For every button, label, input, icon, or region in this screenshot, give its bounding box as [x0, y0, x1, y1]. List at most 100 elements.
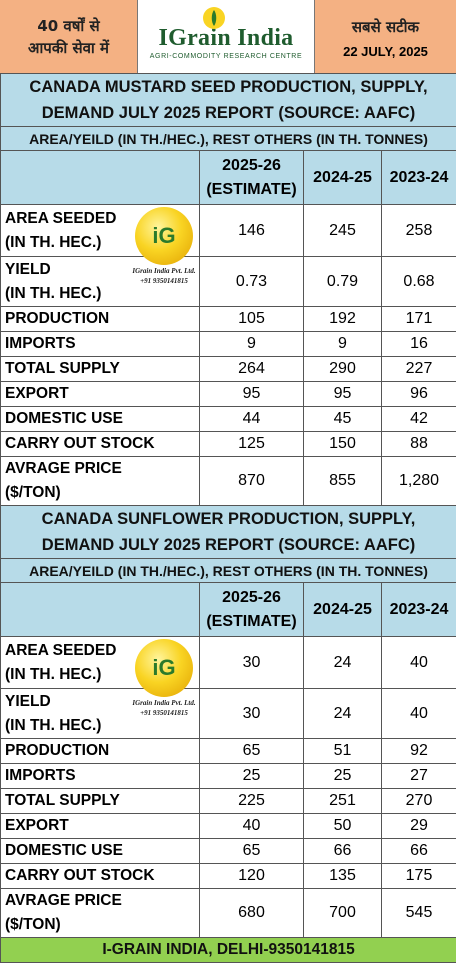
row-label-line: (IN TH. HEC.) [5, 231, 199, 255]
row-label: YIELD(IN TH. HEC.) [1, 257, 200, 307]
brand-logo: IGrain India AGRI-COMMODITY RESEARCH CEN… [138, 0, 314, 74]
column-header-2: 2023-24 [382, 583, 456, 637]
cell-value-2: 42 [382, 407, 456, 432]
row-label: CARRY OUT STOCK [1, 432, 200, 457]
cell-value-0: 25 [200, 764, 304, 789]
cell-value-0: 30 [200, 689, 304, 739]
cell-value-1: 95 [304, 382, 382, 407]
cell-value-1: 135 [304, 864, 382, 889]
row-label: EXPORT [1, 382, 200, 407]
row-label-line: EXPORT [5, 814, 199, 838]
grain-logo-icon [202, 6, 226, 30]
column-header-line: 2025-26 [200, 154, 303, 178]
cell-value-0: 65 [200, 739, 304, 764]
table-title: CANADA SUNFLOWER PRODUCTION, SUPPLY,DEMA… [1, 506, 456, 559]
cell-value-2: 27 [382, 764, 456, 789]
cell-value-0: 264 [200, 357, 304, 382]
cell-value-2: 258 [382, 205, 456, 257]
row-label: YIELD(IN TH. HEC.) [1, 689, 200, 739]
row-label-line: IMPORTS [5, 764, 199, 788]
row-label-line: AVRAGE PRICE [5, 889, 199, 913]
cell-value-0: 65 [200, 839, 304, 864]
column-header-2: 2023-24 [382, 151, 456, 205]
row-label-line: TOTAL SUPPLY [5, 789, 199, 813]
cell-value-2: 0.68 [382, 257, 456, 307]
cell-value-2: 227 [382, 357, 456, 382]
row-label: DOMESTIC USE [1, 407, 200, 432]
row-label-line: AREA SEEDED [5, 207, 199, 231]
cell-value-1: 245 [304, 205, 382, 257]
slogan-line-1: 40 वर्षों से [37, 15, 99, 37]
column-header-blank [1, 583, 200, 637]
row-label-line: CARRY OUT STOCK [5, 432, 199, 456]
cell-value-2: 171 [382, 307, 456, 332]
row-label: DOMESTIC USE [1, 839, 200, 864]
footer-row: I-GRAIN INDIA, DELHI-9350141815 [1, 938, 456, 963]
column-header-line: 2024-25 [304, 598, 381, 622]
cell-value-1: 192 [304, 307, 382, 332]
header-left-slogan: 40 वर्षों से आपकी सेवा में [0, 0, 138, 74]
row-label-line: ($/TON) [5, 481, 199, 505]
row-label-line: AREA SEEDED [5, 639, 199, 663]
cell-value-1: 290 [304, 357, 382, 382]
row-label-line: PRODUCTION [5, 307, 199, 331]
column-header-1: 2024-25 [304, 151, 382, 205]
row-label: PRODUCTION [1, 307, 200, 332]
footer-contact: I-GRAIN INDIA, DELHI-9350141815 [1, 938, 456, 963]
cell-value-0: 95 [200, 382, 304, 407]
cell-value-2: 545 [382, 889, 456, 938]
cell-value-1: 66 [304, 839, 382, 864]
row-label-line: (IN TH. HEC.) [5, 663, 199, 687]
cell-value-1: 51 [304, 739, 382, 764]
title-row: CANADA MUSTARD SEED PRODUCTION, SUPPLY,D… [1, 74, 456, 127]
row-label-line: IMPORTS [5, 332, 199, 356]
column-header-blank [1, 151, 200, 205]
title-line-1: CANADA SUNFLOWER PRODUCTION, SUPPLY, [1, 506, 456, 532]
row-label: AVRAGE PRICE($/TON) [1, 457, 200, 506]
sunflower-table: CANADA SUNFLOWER PRODUCTION, SUPPLY,DEMA… [0, 505, 456, 963]
column-header-line: 2025-26 [200, 586, 303, 610]
cell-value-1: 24 [304, 689, 382, 739]
row-label: TOTAL SUPPLY [1, 789, 200, 814]
cell-value-2: 40 [382, 689, 456, 739]
title-row: CANADA SUNFLOWER PRODUCTION, SUPPLY,DEMA… [1, 506, 456, 559]
title-line-2: DEMAND JULY 2025 REPORT (SOURCE: AAFC) [1, 532, 456, 558]
brand-tagline: AGRI-COMMODITY RESEARCH CENTRE [150, 53, 302, 60]
title-line-1: CANADA MUSTARD SEED PRODUCTION, SUPPLY, [1, 74, 456, 100]
cell-value-2: 175 [382, 864, 456, 889]
header-right: सबसे सटीक 22 JULY, 2025 [314, 0, 456, 74]
report-page: 40 वर्षों से आपकी सेवा में IGrain India … [0, 0, 456, 941]
row-label-line: PRODUCTION [5, 739, 199, 763]
row-label-line: DOMESTIC USE [5, 407, 199, 431]
column-header-1: 2024-25 [304, 583, 382, 637]
row-label: CARRY OUT STOCK [1, 864, 200, 889]
row-label: EXPORT [1, 814, 200, 839]
cell-value-0: 225 [200, 789, 304, 814]
cell-value-1: 855 [304, 457, 382, 506]
column-header-line: (ESTIMATE) [200, 610, 303, 634]
cell-value-1: 150 [304, 432, 382, 457]
row-label: IMPORTS [1, 764, 200, 789]
cell-value-0: 125 [200, 432, 304, 457]
cell-value-2: 29 [382, 814, 456, 839]
cell-value-0: 9 [200, 332, 304, 357]
cell-value-1: 9 [304, 332, 382, 357]
row-label: AVRAGE PRICE($/TON) [1, 889, 200, 938]
row-label-line: AVRAGE PRICE [5, 457, 199, 481]
row-label-line: YIELD [5, 258, 199, 282]
column-header-line: (ESTIMATE) [200, 178, 303, 202]
column-header-line: 2023-24 [382, 598, 456, 622]
cell-value-1: 700 [304, 889, 382, 938]
cell-value-2: 88 [382, 432, 456, 457]
cell-value-0: 680 [200, 889, 304, 938]
